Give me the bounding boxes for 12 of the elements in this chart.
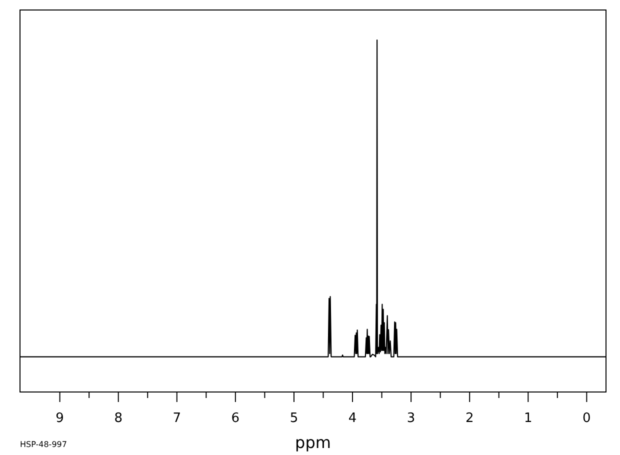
x-tick-label: 3 [406, 411, 416, 426]
x-tick-label: 7 [172, 411, 182, 426]
text: HSP-48-997 [20, 440, 67, 449]
x-axis-title: ppm [295, 433, 331, 452]
x-tick-label: 1 [524, 411, 532, 426]
x-tick-label: 2 [465, 411, 474, 426]
x-tick-label: 4 [348, 411, 357, 426]
x-tick-label: 0 [582, 411, 591, 426]
x-tick-label: 8 [114, 411, 122, 426]
x-tick-label: 5 [290, 411, 298, 426]
x-tick-label: 6 [231, 411, 240, 426]
x-tick-label: 9 [56, 411, 64, 426]
